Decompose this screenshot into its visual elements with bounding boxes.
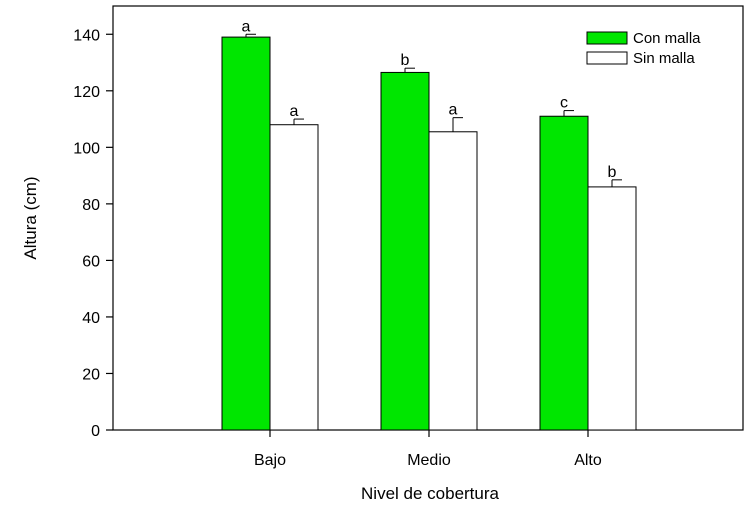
y-tick-label: 60: [82, 253, 100, 270]
significance-letter: b: [608, 164, 617, 181]
x-tick-label: Bajo: [254, 452, 286, 469]
x-tick-label: Alto: [574, 452, 602, 469]
y-axis-title: Altura (cm): [21, 176, 40, 259]
bar: [380, 71, 430, 431]
y-tick-label: 140: [73, 27, 100, 44]
significance-letter: a: [290, 103, 299, 120]
significance-letter: a: [449, 102, 458, 119]
y-tick-label: 120: [73, 84, 100, 101]
legend: Con malla Sin malla: [586, 30, 701, 67]
x-tick-label: Medio: [407, 452, 451, 469]
y-tick-label: 20: [82, 366, 100, 383]
legend-label: Con malla: [633, 30, 701, 47]
x-axis-title: Nivel de cobertura: [361, 484, 500, 503]
legend-swatch: [586, 51, 628, 65]
legend-swatch: [586, 31, 628, 45]
y-tick-label: 100: [73, 140, 100, 157]
significance-letter: b: [401, 52, 410, 69]
bar: [587, 186, 637, 431]
y-axis: 0 20 40 60 80 100 120 140: [73, 27, 113, 440]
significance-letter: a: [242, 18, 251, 35]
y-tick-label: 0: [91, 423, 100, 440]
legend-label: Sin malla: [633, 50, 695, 67]
y-tick-label: 40: [82, 310, 100, 327]
x-axis: Bajo Medio Alto: [254, 430, 602, 469]
y-tick-label: 80: [82, 197, 100, 214]
bar: [269, 124, 319, 431]
bar: [539, 115, 589, 431]
bar: [221, 36, 271, 431]
bars: a a b a c b: [221, 18, 637, 431]
significance-letter: c: [560, 95, 568, 112]
bar: [428, 131, 478, 431]
